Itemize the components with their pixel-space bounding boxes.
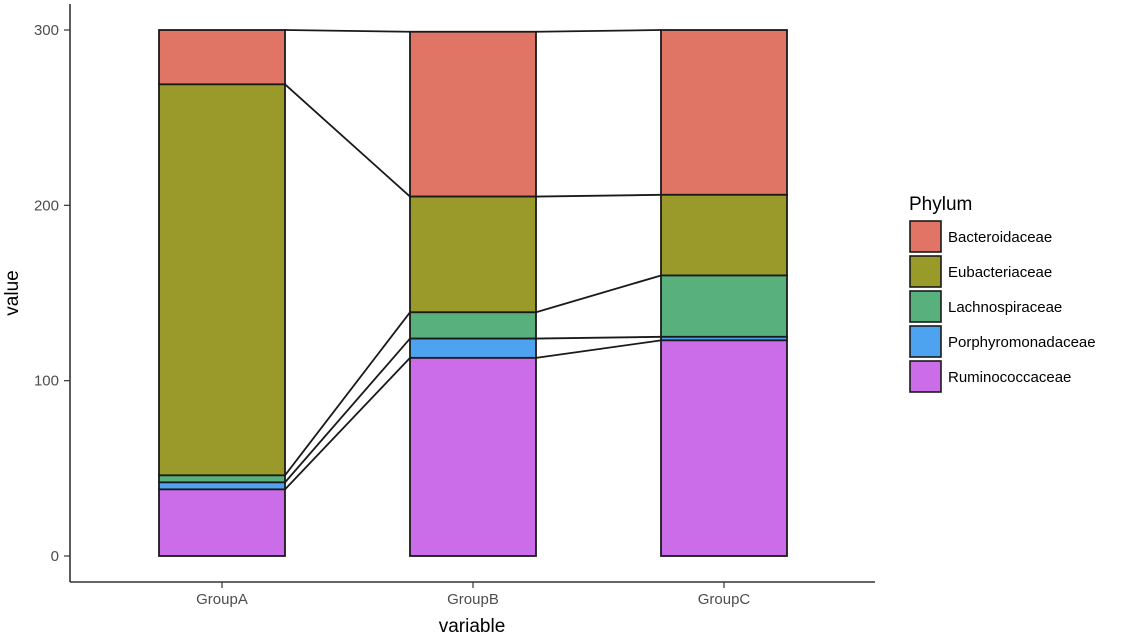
connector-eubacteriaceae-top-1: [284, 83, 411, 198]
x-axis-title: variable: [439, 616, 506, 637]
connector-lachnospiraceae-top-1: [284, 311, 411, 476]
connector-porphyromonadaceae-top-1: [284, 337, 411, 483]
y-tick-label-300: 300: [34, 22, 59, 39]
bar-groupb-ruminococcaceae: [409, 356, 537, 557]
y-axis-title: value: [2, 270, 23, 315]
x-tick-label-groupb: GroupB: [447, 591, 499, 608]
y-tick-label-100: 100: [34, 373, 59, 390]
bar-groupa-ruminococcaceae: [158, 488, 286, 557]
connector-ruminococcaceae-top-2: [535, 339, 662, 359]
legend-key-porphyromonadaceae: [909, 325, 942, 358]
legend-title: Phylum: [909, 194, 972, 215]
axis-ticks: 0 100 200 300 GroupA GroupB GroupC: [34, 22, 750, 608]
bar-groupa-porphyromonadaceae: [158, 481, 286, 491]
connector-bacteroidaceae-top-1: [284, 29, 411, 33]
legend-key-bacteroidaceae: [909, 220, 942, 253]
bar-groupc-lachnospiraceae: [660, 274, 788, 338]
bar-groupc-ruminococcaceae: [660, 339, 788, 557]
bar-groupa-bacteroidaceae: [158, 29, 286, 86]
legend: Phylum Bacteroidaceae Eubacteriaceae Lachn…: [909, 194, 1096, 393]
bar-groupa-lachnospiraceae: [158, 474, 286, 484]
bar-groupb-bacteroidaceae: [409, 30, 537, 198]
legend-label-eubacteriaceae: Eubacteriaceae: [948, 264, 1052, 281]
legend-label-bacteroidaceae: Bacteroidaceae: [948, 229, 1052, 246]
connector-eubacteriaceae-top-2: [535, 193, 662, 198]
bar-groupb-eubacteriaceae: [409, 195, 537, 314]
legend-label-lachnospiraceae: Lachnospiraceae: [948, 299, 1062, 316]
legend-key-lachnospiraceae: [909, 290, 942, 323]
connector-lachnospiraceae-top-2: [535, 274, 662, 314]
x-tick-label-groupc: GroupC: [698, 591, 751, 608]
connector-bacteroidaceae-top-2: [535, 29, 662, 33]
bar-groupc-bacteroidaceae: [660, 29, 788, 196]
bar-groupb-porphyromonadaceae: [409, 337, 537, 359]
connector-porphyromonadaceae-top-2: [535, 335, 662, 340]
x-tick-label-groupa: GroupA: [196, 591, 248, 608]
legend-label-ruminococcaceae: Ruminococcaceae: [948, 369, 1071, 386]
legend-key-eubacteriaceae: [909, 255, 942, 288]
connector-ruminococcaceae-top-1: [284, 357, 411, 490]
y-tick-label-0: 0: [51, 548, 59, 565]
plot-area: [158, 29, 788, 557]
bar-groupb-lachnospiraceae: [409, 311, 537, 340]
bar-groupa-eubacteriaceae: [158, 83, 286, 477]
bar-groupc-eubacteriaceae: [660, 193, 788, 277]
legend-label-porphyromonadaceae: Porphyromonadaceae: [948, 334, 1096, 351]
legend-key-ruminococcaceae: [909, 360, 942, 393]
y-tick-label-200: 200: [34, 197, 59, 214]
